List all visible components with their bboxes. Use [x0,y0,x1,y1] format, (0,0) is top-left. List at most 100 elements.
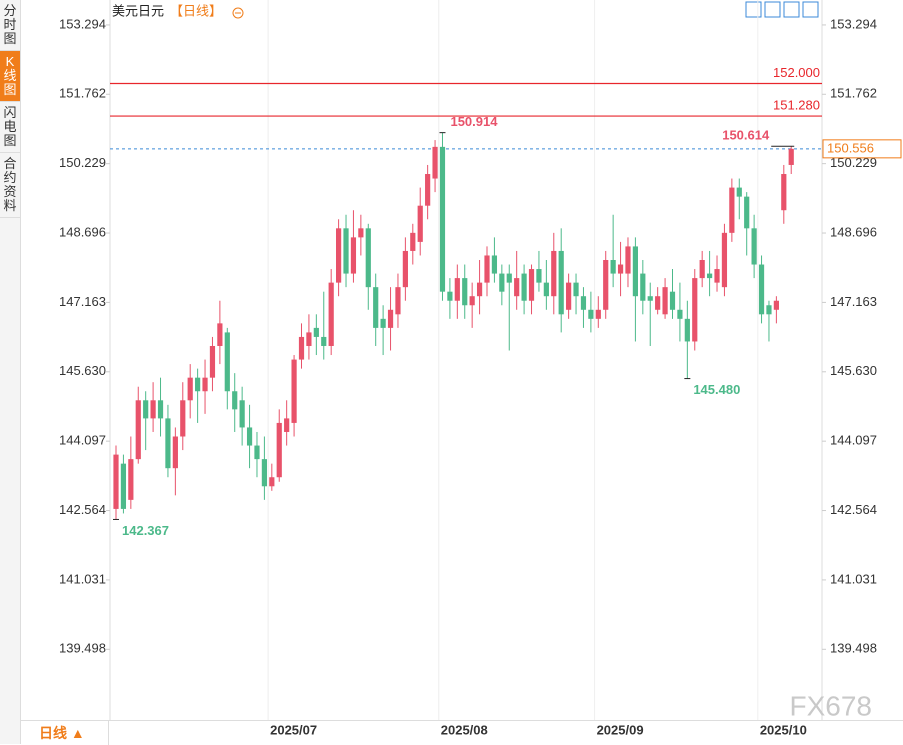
candle-body [402,250,408,288]
y2-tick-label: 144.097 [830,433,877,448]
collapse-icon[interactable] [232,7,244,19]
candle-body [647,296,653,301]
tab-active[interactable]: K线图 [0,51,20,102]
candle-body [217,323,223,346]
candle-body [187,377,193,401]
candle-body [135,400,141,460]
bottom-bar: 日线 ▲ [21,720,903,745]
y2-tick-label: 153.294 [830,16,877,31]
candle-body [365,228,371,288]
candle-body [128,459,134,500]
candle-body [165,418,171,469]
candle-body [758,264,765,315]
candle-body [751,228,757,265]
y2-tick-label: 145.630 [830,363,877,378]
candle-body [195,377,201,392]
candle-body [603,260,609,310]
candle-body [469,296,475,306]
chart-title: 美元日元 [112,3,164,18]
candle-body [239,400,245,428]
candle-body [246,427,253,446]
tool-button[interactable] [764,1,781,18]
x-tick-label: 2025/08 [441,722,488,737]
candle-body [306,332,312,346]
candle-body [521,273,527,301]
y-tick-label: 145.630 [59,363,106,378]
candle-body [432,146,438,179]
y-tick-label: 153.294 [59,16,106,31]
candle-body [343,228,349,274]
candle-body [358,228,364,238]
candle-body [417,205,423,242]
candle-body [707,273,713,279]
high-annotation: 150.914 [450,114,498,129]
tab[interactable]: 分时图 [0,0,20,51]
watermark: FX678 [790,690,873,721]
y-tick-label: 141.031 [59,571,106,586]
tab[interactable]: 合约资料 [0,153,20,218]
candle-body [669,291,676,310]
y-tick-label: 139.498 [59,641,106,656]
candle-body [172,436,178,469]
candle-body [254,445,260,460]
candle-body [573,282,579,297]
candle-body [655,296,661,310]
candle-body [373,287,379,328]
y2-tick-label: 139.498 [830,641,877,656]
candle-body [462,278,468,306]
candle-body [291,359,297,423]
candle-body [744,196,750,229]
candle-body [781,174,787,211]
reference-label: 152.000 [773,65,820,80]
y-tick-label: 148.696 [59,224,106,239]
y-tick-label: 144.097 [59,433,106,448]
candle-body [506,273,512,283]
candle-body [202,377,208,392]
candle-body [454,278,460,301]
sidebar: 分时图 K线图 闪电图 合约资料 [0,0,21,744]
tool-button[interactable] [783,1,800,18]
candle-body [543,282,549,297]
candle-body [298,336,305,360]
candle-body [113,454,119,509]
candle-body [476,282,483,297]
candle-body [699,260,705,279]
candle-body [180,400,186,437]
candle-body [395,287,401,315]
tab[interactable]: 闪电图 [0,102,20,153]
candle-body [224,332,230,392]
tool-button[interactable] [802,1,819,18]
x-tick-label: 2025/10 [760,722,807,737]
y2-tick-label: 141.031 [830,571,877,586]
candle-body [632,246,638,297]
candle-body [595,309,601,319]
candle-body [491,255,498,274]
candle-body [269,477,275,487]
y-tick-label: 142.564 [59,502,106,517]
candle-body [439,146,446,292]
x-tick-label: 2025/09 [597,722,644,737]
candle-body [157,400,164,419]
candle-body [209,345,216,378]
candle-body [721,232,728,288]
candle-body [588,309,594,319]
candle-body [714,269,720,283]
candle-body [625,246,631,274]
toolbar [745,1,819,18]
candle-body [528,269,535,301]
candle-body [692,278,698,342]
y-tick-label: 150.229 [59,155,106,170]
candle-body [336,228,342,283]
candle-body [387,309,394,328]
high-annotation: 150.614 [722,128,770,143]
tool-button[interactable] [745,1,762,18]
candle-body [566,282,572,310]
period-label: 【日线】 [170,3,222,18]
candle-body [677,309,683,319]
period-button[interactable]: 日线 ▲ [21,721,109,745]
candle-body [143,400,149,419]
candle-body [640,273,646,301]
candle-body [499,273,505,292]
